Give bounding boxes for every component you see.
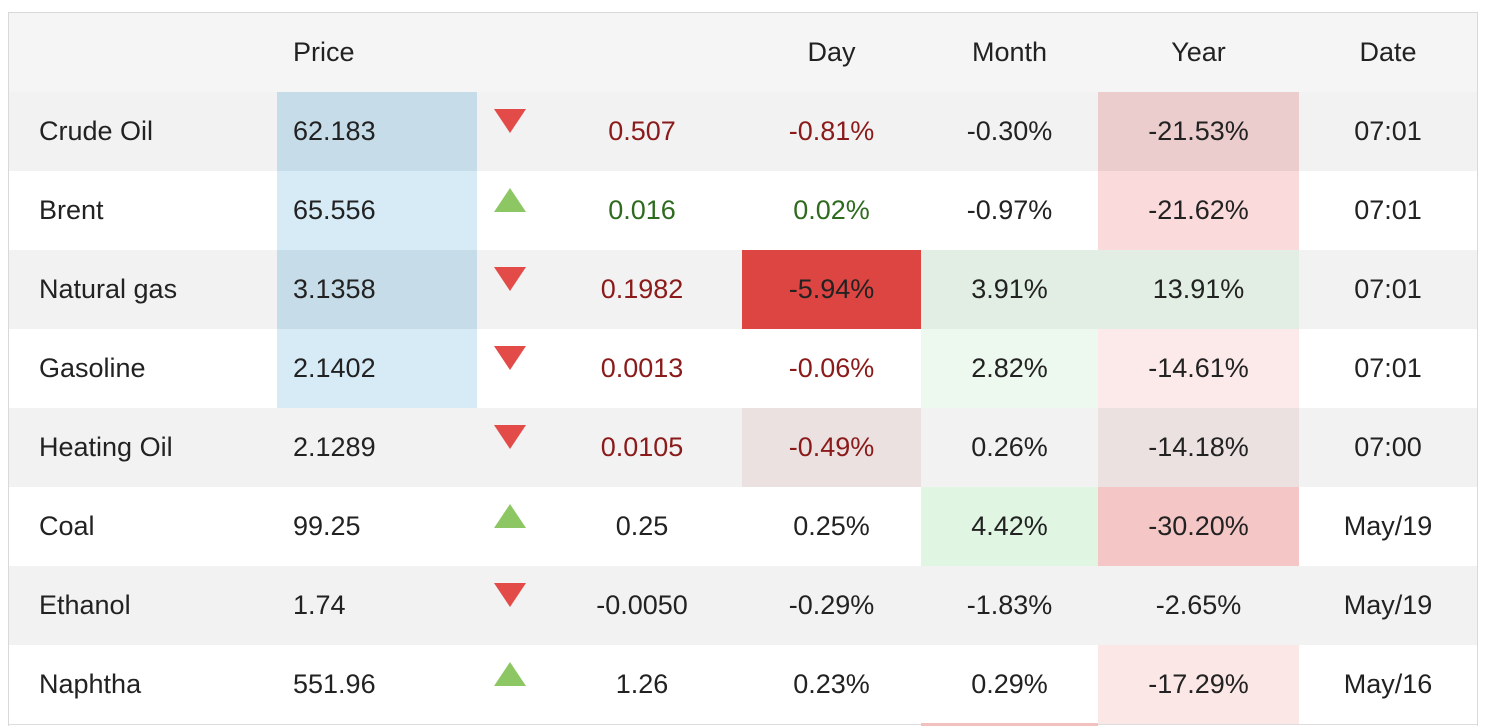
triangle-down-icon [493, 108, 526, 133]
year-percent-cell: -14.61% [1098, 329, 1299, 408]
down-arrow-icon [477, 250, 542, 329]
date-cell: May/19 [1343, 511, 1433, 541]
price-cell: 62.183 [277, 92, 477, 171]
commodity-name-link[interactable]: Crude Oil [39, 116, 154, 146]
day-percent-cell: 0.23% [793, 669, 870, 699]
triangle-up-icon [493, 187, 526, 212]
change-cell: -0.0050 [596, 590, 688, 620]
commodity-name-link[interactable]: Naphtha [39, 669, 142, 699]
price-cell: 99.25 [293, 511, 361, 541]
down-arrow-icon [477, 92, 542, 171]
header-price[interactable]: Price [293, 37, 355, 67]
day-percent-cell: -0.29% [788, 590, 875, 620]
year-percent-cell: -17.29% [1098, 645, 1299, 724]
month-percent-cell: 2.82% [921, 329, 1098, 408]
date-cell: 07:00 [1354, 432, 1422, 462]
table-row[interactable]: Crude Oil 62.183 0.507 -0.81% -0.30% -21.53% 0… [9, 92, 1477, 172]
up-arrow-icon [477, 171, 542, 250]
date-cell: 07:01 [1354, 116, 1422, 146]
month-percent-cell: 0.29% [971, 669, 1048, 699]
price-cell: 3.1358 [277, 250, 477, 329]
up-arrow-icon [477, 487, 542, 566]
commodity-name-link[interactable]: Heating Oil [39, 432, 173, 462]
change-cell: 0.1982 [600, 274, 684, 304]
day-percent-cell: 0.25% [793, 511, 870, 541]
triangle-up-icon [493, 661, 526, 686]
month-percent-cell: 0.26% [971, 432, 1048, 462]
table-row[interactable]: Brent 65.556 0.016 0.02% -0.97% -21.62% 07:01 [9, 171, 1477, 251]
change-cell: 0.507 [608, 116, 676, 146]
commodities-table: Price Day Month Year Date Crude Oil 62.18… [8, 12, 1478, 726]
header-month[interactable]: Month [971, 37, 1048, 67]
header-date[interactable]: Date [1359, 37, 1417, 67]
day-percent-cell: -5.94% [742, 250, 921, 329]
year-percent-cell: -21.62% [1098, 171, 1299, 250]
month-percent-cell: 4.42% [921, 487, 1098, 566]
header-year[interactable]: Year [1171, 37, 1226, 67]
price-cell: 2.1402 [277, 329, 477, 408]
month-percent-cell: -0.97% [966, 195, 1053, 225]
date-cell: May/16 [1343, 669, 1433, 699]
next-row-month-cell [921, 723, 1098, 726]
triangle-down-icon [493, 582, 526, 607]
table-row[interactable]: Natural gas 3.1358 0.1982 -5.94% 3.91% 13.91%… [9, 250, 1477, 330]
change-cell: 0.0013 [600, 353, 684, 383]
change-cell: 0.25 [615, 511, 669, 541]
day-percent-cell: 0.02% [793, 195, 870, 225]
price-cell: 65.556 [277, 171, 477, 250]
commodity-name-link[interactable]: Natural gas [39, 274, 178, 304]
change-cell: 1.26 [615, 669, 669, 699]
down-arrow-icon [477, 329, 542, 408]
down-arrow-icon [477, 408, 542, 487]
up-arrow-icon [477, 645, 542, 724]
date-cell: May/19 [1343, 590, 1433, 620]
commodity-name-link[interactable]: Coal [39, 511, 95, 541]
year-percent-cell: -30.20% [1098, 487, 1299, 566]
table-row[interactable]: Gasoline 2.1402 0.0013 -0.06% 2.82% -14.61% 07… [9, 329, 1477, 409]
table-row[interactable]: Heating Oil 2.1289 0.0105 -0.49% 0.26% -14.18… [9, 408, 1477, 488]
date-cell: 07:01 [1354, 274, 1422, 304]
triangle-down-icon [493, 424, 526, 449]
header-change [542, 13, 742, 92]
triangle-down-icon [493, 266, 526, 291]
table-row[interactable]: Coal 99.25 0.25 0.25% 4.42% -30.20% May/19 [9, 487, 1477, 567]
commodity-name-link[interactable]: Brent [39, 195, 104, 225]
month-percent-cell: -0.30% [966, 116, 1053, 146]
header-day[interactable]: Day [807, 37, 856, 67]
year-percent-cell: -21.53% [1098, 92, 1299, 171]
commodity-name-link[interactable]: Gasoline [39, 353, 146, 383]
month-percent-cell: -1.83% [966, 590, 1053, 620]
day-percent-cell: -0.49% [742, 408, 921, 487]
year-percent-cell: 13.91% [1098, 250, 1299, 329]
month-percent-cell: 3.91% [921, 250, 1098, 329]
year-percent-cell: -2.65% [1155, 590, 1242, 620]
header-name [39, 13, 279, 92]
header-arrow [477, 13, 542, 92]
price-cell: 2.1289 [293, 432, 376, 462]
year-percent-cell: -14.18% [1098, 408, 1299, 487]
day-percent-cell: -0.06% [788, 353, 875, 383]
table-row[interactable]: Ethanol 1.74 -0.0050 -0.29% -1.83% -2.65% May/… [9, 566, 1477, 646]
change-cell: 0.0105 [600, 432, 684, 462]
price-cell: 551.96 [293, 669, 376, 699]
day-percent-cell: -0.81% [788, 116, 875, 146]
change-cell: 0.016 [608, 195, 676, 225]
commodity-name-link[interactable]: Ethanol [39, 590, 131, 620]
triangle-down-icon [493, 345, 526, 370]
price-cell: 1.74 [293, 590, 346, 620]
date-cell: 07:01 [1354, 353, 1422, 383]
down-arrow-icon [477, 566, 542, 645]
table-header: Price Day Month Year Date [9, 13, 1477, 93]
date-cell: 07:01 [1354, 195, 1422, 225]
triangle-up-icon [493, 503, 526, 528]
table-row[interactable]: Naphtha 551.96 1.26 0.23% 0.29% -17.29% May/16 [9, 645, 1477, 725]
